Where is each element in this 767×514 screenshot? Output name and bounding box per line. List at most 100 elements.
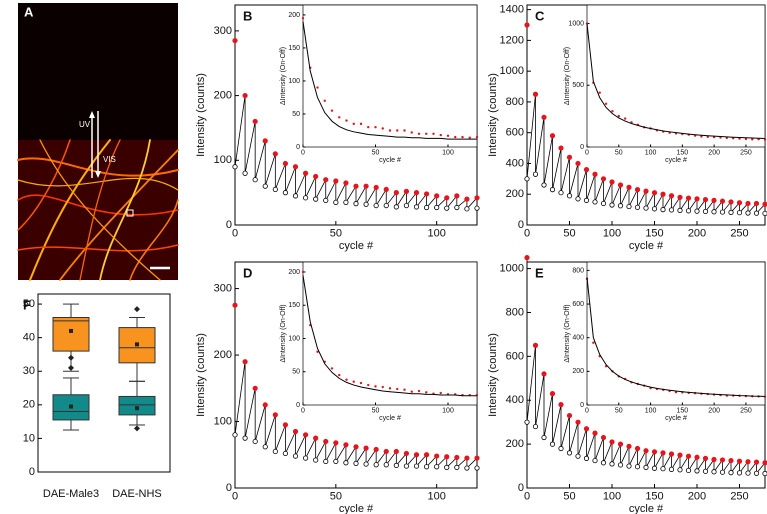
y-tick-label: 200 [288, 269, 300, 276]
off-point [762, 470, 767, 477]
off-point [444, 205, 450, 211]
x-axis-label: cycle # [379, 415, 401, 422]
on-point [464, 455, 470, 461]
off-point [292, 193, 299, 199]
panel-label: C [535, 8, 545, 23]
x-axis-label: cycle # [629, 503, 664, 514]
off-point [685, 208, 692, 214]
delta-point [388, 387, 392, 390]
on-point [302, 432, 309, 438]
y-tick-label: 1200 [500, 34, 524, 46]
off-point [363, 201, 369, 207]
off-point [252, 438, 258, 445]
delta-point [323, 99, 326, 102]
outlier [134, 306, 140, 313]
off-point [558, 445, 564, 452]
on-point [736, 200, 743, 206]
on-point [474, 455, 480, 461]
y-axis-label: ΔIntensity (On-Off) [564, 304, 571, 362]
on-point [434, 193, 440, 199]
x-tick-label: 250 [730, 491, 748, 503]
on-point [232, 302, 238, 308]
off-point [524, 419, 530, 425]
on-point [393, 448, 399, 455]
y-tick-label: 0 [518, 219, 524, 231]
y-tick-label: 0 [226, 482, 232, 494]
fit-line [586, 23, 766, 139]
mean [69, 328, 73, 333]
off-point [592, 199, 598, 205]
on-point [600, 176, 607, 182]
on-point [524, 255, 530, 261]
x-tick-label: 50 [563, 228, 575, 240]
on-point [343, 180, 349, 186]
x-tick-label: 0 [232, 228, 238, 240]
off-point [333, 458, 339, 465]
x-tick-label: 50 [372, 149, 380, 156]
off-point [454, 204, 460, 211]
delta-point [425, 391, 428, 394]
delta-point [403, 388, 406, 391]
off-point [373, 462, 379, 468]
off-point [242, 435, 248, 441]
on-point [753, 459, 760, 465]
off-point [753, 470, 760, 476]
off-point [566, 450, 573, 456]
y-axis-label: ΔIntensity (On-Off) [564, 47, 571, 105]
x-axis-label: cycle # [665, 157, 687, 164]
delta-point [396, 129, 399, 132]
y-tick-label: 800 [506, 306, 524, 318]
off-point [383, 202, 389, 209]
on-point [393, 190, 399, 196]
delta-point [744, 137, 748, 141]
on-point [413, 190, 420, 196]
off-point [660, 207, 666, 213]
y-tick-label: 1000 [500, 65, 524, 77]
x-tick-label: 0 [301, 149, 305, 156]
delta-point [611, 109, 614, 113]
delta-point [700, 135, 703, 138]
x-axis-label: cycle # [629, 240, 664, 252]
off-point [592, 457, 598, 464]
delta-point [330, 109, 334, 112]
delta-point [381, 127, 384, 130]
on-point [444, 195, 450, 201]
x-tick-label: 100 [603, 491, 621, 503]
y-tick-label: 1400 [500, 4, 524, 16]
off-point [753, 210, 760, 216]
on-point [694, 454, 700, 460]
on-point [383, 186, 389, 193]
zigzag-line [526, 257, 766, 475]
y-tick-label: 150 [288, 45, 300, 52]
x-tick-label: 150 [645, 228, 663, 240]
off-point [383, 462, 389, 468]
off-point [532, 423, 539, 430]
x-tick-label: 0 [301, 407, 305, 414]
on-point [617, 182, 624, 188]
off-point [353, 460, 359, 467]
on-point [626, 443, 632, 449]
delta-point [359, 381, 363, 385]
on-point [592, 171, 598, 177]
delta-point [439, 133, 442, 137]
off-point [302, 455, 309, 461]
x-tick-label: 100 [427, 228, 445, 240]
off-point [745, 470, 751, 476]
on-point [668, 451, 675, 457]
on-point [343, 442, 349, 448]
x-axis-label: cycle # [665, 415, 687, 422]
off-point [702, 208, 709, 215]
y-axis-label: Intensity (counts) [195, 333, 207, 417]
x-tick-label: 0 [232, 491, 238, 503]
off-point [626, 203, 632, 210]
off-point [694, 468, 700, 474]
inset-frame [302, 261, 478, 406]
x-tick-label: 200 [688, 228, 706, 240]
on-point [313, 435, 319, 441]
y-tick-label: 0 [29, 466, 35, 478]
y-tick-label: 0 [296, 144, 300, 151]
on-point [660, 450, 666, 456]
off-point [609, 461, 615, 467]
y-axis-label: Intensity (counts) [487, 73, 499, 157]
delta-point [388, 129, 392, 132]
